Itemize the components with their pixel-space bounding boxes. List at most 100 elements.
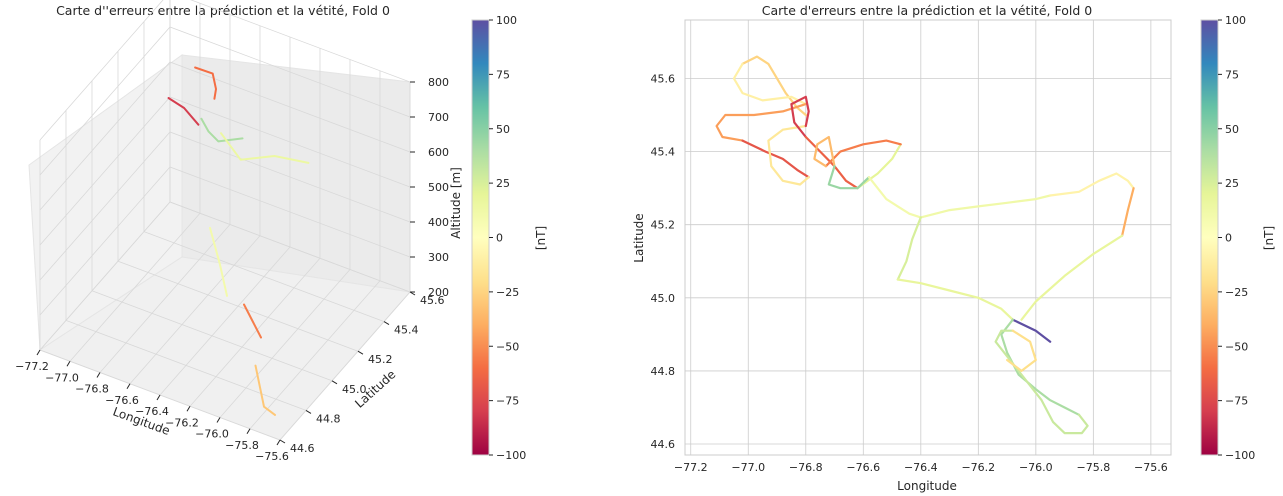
- colorbar-tick-label: −25: [1225, 286, 1248, 299]
- z-tick-label-3d: 800: [428, 76, 449, 89]
- z-gridline-3d: [39, 201, 411, 351]
- z-tick-label-3d: 300: [428, 251, 449, 264]
- y-tick-label-3d: 44.6: [290, 442, 315, 455]
- colorbar-right-label: [nT]: [1262, 226, 1276, 250]
- trajectory-segment-3d: [200, 117, 244, 143]
- colorbar-tick-label: 25: [496, 177, 510, 190]
- ticks-3d: −77.2−77.0−76.8−76.6−76.4−76.2−76.0−75.8…: [15, 76, 449, 463]
- trajectory-segment: [1020, 234, 1124, 321]
- colorbar-right-ticks: −100 −75 −50 −25 0 25 50 75 100: [1218, 14, 1255, 462]
- x-tick-3d: [96, 372, 101, 378]
- colorbar-tick-label: 75: [1225, 68, 1239, 81]
- trajectory-segment: [867, 176, 922, 219]
- y-tick-3d: [305, 409, 312, 414]
- trajectory-segment-3d: [254, 364, 276, 416]
- z-tick-label-3d: 600: [428, 146, 449, 159]
- trajectory-2d: [715, 55, 1135, 435]
- x-tick-label: −77.2: [674, 461, 708, 474]
- colorbar-tick-label: 100: [1225, 14, 1246, 27]
- x-gridline-3d: [189, 257, 321, 407]
- z-tick-label-3d: 400: [428, 216, 449, 229]
- y-tick-3d: [357, 350, 364, 355]
- x-tick-label-3d: −76.0: [195, 428, 229, 441]
- x-tick-label-3d: −76.2: [165, 416, 199, 429]
- chart-3d-title: Carte d''erreurs entre la prédiction et …: [56, 3, 390, 18]
- x-tick-label: −76.6: [846, 461, 880, 474]
- trajectory-segment: [741, 139, 810, 179]
- x-tick-3d: [66, 360, 71, 367]
- chart-2d: Carte d'erreurs entre la prédiction et l…: [632, 3, 1276, 493]
- y-tick-3d: [383, 321, 390, 326]
- trajectory-segment: [994, 329, 1089, 435]
- y-tick-label-3d: 45.2: [368, 353, 393, 366]
- x-gridline-3d: [279, 291, 411, 441]
- z-gridline-3d: [39, 61, 411, 211]
- trajectory-segment: [1011, 318, 1052, 343]
- colorbar-tick-label: 25: [1225, 177, 1239, 190]
- colorbar-tick-label: −75: [1225, 395, 1248, 408]
- trajectory-segment: [1120, 187, 1135, 237]
- trajectory-segment: [767, 124, 810, 186]
- x-gridline-3d: [159, 246, 291, 396]
- x-tick-3d: [126, 383, 131, 390]
- trajectory-segment: [919, 194, 1052, 219]
- trajectory-segment-3d: [220, 132, 310, 164]
- colorbar-tick-label: 0: [496, 232, 503, 245]
- colorbar-tick-label: 0: [1225, 232, 1232, 245]
- x-tick-label: −75.8: [1076, 461, 1110, 474]
- y-tick-3d: [331, 380, 338, 385]
- trajectory-3d: [167, 66, 310, 416]
- colorbar-tick-label: 50: [1225, 123, 1239, 136]
- chart-3d: Carte d''erreurs entre la prédiction et …: [15, 0, 548, 463]
- trajectory-segment: [732, 62, 807, 106]
- z-gridline-3d: [39, 26, 411, 176]
- trajectory-segment: [813, 135, 836, 168]
- y-gridline-3d: [117, 260, 359, 352]
- y-tick-label: 44.8: [651, 365, 676, 378]
- y-tick-3d: [279, 439, 286, 444]
- trajectory-segment-3d: [194, 66, 217, 100]
- x-tick-label-3d: −75.8: [225, 439, 259, 452]
- plot-area-2d: [684, 19, 1172, 456]
- trajectory-segment-3d: [209, 226, 228, 297]
- colorbar-tick-label: 100: [496, 14, 517, 27]
- x-tick-label-3d: −76.8: [75, 383, 109, 396]
- x-tick-label-3d: −76.4: [135, 405, 169, 418]
- colorbar-left-ticks: −100 −75 −50 −25 0 25 50 75 100: [489, 14, 526, 462]
- z-gridline-3d: [39, 96, 411, 246]
- colorbar-tick-label: 75: [496, 68, 510, 81]
- y-axis-label-2d: Latitude: [632, 213, 646, 262]
- colorbar-tick-label: −50: [1225, 340, 1248, 353]
- trajectory-segment: [741, 55, 807, 117]
- x-tick-label-3d: −77.2: [15, 360, 49, 373]
- y-gridline-3d: [91, 290, 333, 382]
- x-tick-3d: [246, 428, 251, 435]
- x-gridline-3d: [69, 212, 201, 362]
- x-axis-label-2d: Longitude: [897, 479, 957, 493]
- z-gridline-3d: [39, 166, 411, 316]
- trajectory-segment: [856, 143, 902, 190]
- y-tick-label: 45.0: [651, 292, 676, 305]
- z-tick-label-3d: 500: [428, 181, 449, 194]
- colorbar-tick-label: −25: [496, 286, 519, 299]
- colorbar-right: [1200, 19, 1219, 456]
- ticks-2d: −77.2 −77.0 −76.8 −76.6 −76.4 −76.2 −76.0 −75.8…: [651, 72, 1168, 474]
- colorbar-left: [471, 19, 490, 456]
- colorbar-tick-label: −100: [496, 449, 526, 462]
- x-gridline-3d: [99, 224, 231, 373]
- x-tick-label: −75.6: [1134, 461, 1168, 474]
- y-tick-label-3d: 45.6: [420, 294, 445, 307]
- trajectory-segment: [1049, 172, 1135, 197]
- x-tick-3d: [156, 394, 161, 401]
- y-tick-label: 45.2: [651, 219, 676, 232]
- chart-2d-title: Carte d'erreurs entre la prédiction et l…: [762, 3, 1092, 18]
- z-axis-label-3d: Altitude [m]: [449, 167, 463, 239]
- trajectory-segment: [827, 165, 871, 190]
- colorbar-tick-label: −75: [496, 395, 519, 408]
- z-tick-label-3d: 700: [428, 111, 449, 124]
- trajectory-segment-3d: [167, 97, 200, 126]
- y-tick-label: 45.6: [651, 72, 676, 85]
- y-gridline-3d: [143, 231, 385, 322]
- colorbar-left-label: [nT]: [534, 226, 548, 250]
